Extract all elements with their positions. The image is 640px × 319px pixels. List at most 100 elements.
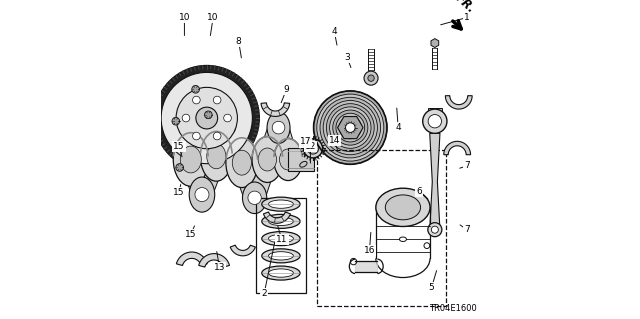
Polygon shape: [230, 245, 255, 256]
Polygon shape: [232, 159, 264, 201]
Circle shape: [364, 71, 378, 85]
Text: 4: 4: [396, 123, 401, 132]
Ellipse shape: [232, 150, 252, 175]
Circle shape: [326, 104, 374, 152]
Circle shape: [314, 91, 387, 164]
Text: 3: 3: [344, 53, 350, 62]
Ellipse shape: [269, 217, 293, 226]
Circle shape: [428, 223, 442, 237]
Ellipse shape: [252, 137, 283, 182]
Polygon shape: [264, 212, 291, 223]
Circle shape: [320, 97, 381, 158]
Ellipse shape: [385, 195, 420, 220]
Circle shape: [428, 115, 442, 128]
Polygon shape: [258, 124, 288, 163]
Text: 9: 9: [284, 85, 289, 94]
Text: 1: 1: [464, 13, 470, 22]
Text: 17: 17: [300, 137, 312, 146]
Circle shape: [223, 121, 236, 134]
Text: 11: 11: [276, 235, 287, 244]
Ellipse shape: [300, 161, 307, 167]
Circle shape: [182, 114, 190, 122]
Ellipse shape: [274, 138, 303, 181]
Ellipse shape: [376, 188, 430, 226]
Ellipse shape: [173, 133, 209, 186]
Ellipse shape: [226, 138, 258, 188]
Polygon shape: [207, 123, 239, 160]
Circle shape: [195, 188, 209, 202]
Ellipse shape: [280, 149, 297, 170]
Polygon shape: [181, 156, 212, 198]
Circle shape: [317, 94, 384, 161]
Circle shape: [193, 96, 200, 104]
Ellipse shape: [180, 146, 202, 173]
Polygon shape: [198, 254, 230, 267]
Text: 15: 15: [173, 189, 185, 197]
Circle shape: [224, 114, 231, 122]
Text: 7: 7: [464, 161, 470, 170]
Polygon shape: [445, 96, 472, 109]
Text: FR.: FR.: [452, 0, 477, 16]
Circle shape: [303, 139, 323, 158]
Ellipse shape: [200, 131, 232, 181]
Polygon shape: [337, 116, 363, 139]
Circle shape: [422, 109, 447, 133]
Polygon shape: [245, 156, 277, 201]
Polygon shape: [220, 124, 252, 166]
Text: 5: 5: [429, 283, 435, 292]
Polygon shape: [428, 108, 442, 125]
Text: 4: 4: [332, 27, 337, 36]
Circle shape: [161, 72, 252, 164]
Ellipse shape: [258, 148, 276, 171]
Ellipse shape: [262, 266, 300, 280]
Polygon shape: [193, 153, 226, 198]
Polygon shape: [431, 39, 438, 48]
Text: 8: 8: [236, 37, 241, 46]
Circle shape: [205, 111, 212, 119]
Polygon shape: [444, 141, 470, 155]
Circle shape: [176, 164, 184, 171]
Ellipse shape: [262, 249, 300, 263]
Polygon shape: [269, 125, 298, 162]
Ellipse shape: [243, 182, 267, 214]
Circle shape: [346, 123, 355, 132]
Text: 12: 12: [305, 142, 316, 151]
Circle shape: [154, 65, 259, 171]
Circle shape: [193, 132, 200, 140]
Circle shape: [330, 107, 371, 148]
Circle shape: [176, 87, 237, 149]
Ellipse shape: [189, 177, 215, 212]
Text: 6: 6: [416, 187, 422, 196]
Text: 13: 13: [214, 263, 225, 272]
Circle shape: [248, 191, 261, 204]
Ellipse shape: [399, 237, 406, 241]
Text: 14: 14: [329, 136, 340, 145]
Circle shape: [307, 143, 319, 154]
Ellipse shape: [269, 252, 293, 260]
Circle shape: [336, 113, 365, 142]
Circle shape: [333, 110, 368, 145]
Circle shape: [213, 132, 221, 140]
Text: 10: 10: [179, 13, 190, 22]
Circle shape: [368, 75, 374, 81]
Circle shape: [272, 121, 285, 134]
Circle shape: [339, 116, 362, 139]
Polygon shape: [288, 148, 314, 171]
Ellipse shape: [262, 214, 300, 228]
Circle shape: [172, 117, 180, 125]
Text: 15: 15: [173, 142, 185, 151]
Text: 16: 16: [364, 246, 375, 255]
Text: 2: 2: [261, 289, 267, 298]
Polygon shape: [261, 103, 290, 116]
Text: 7: 7: [464, 225, 470, 234]
Polygon shape: [429, 133, 440, 230]
Text: 10: 10: [207, 13, 219, 22]
Text: TR04E1600: TR04E1600: [429, 304, 476, 313]
Circle shape: [213, 96, 221, 104]
Ellipse shape: [262, 232, 300, 246]
Ellipse shape: [262, 197, 300, 211]
Circle shape: [431, 226, 438, 233]
Ellipse shape: [217, 112, 241, 144]
Circle shape: [323, 100, 378, 155]
Circle shape: [192, 85, 200, 93]
